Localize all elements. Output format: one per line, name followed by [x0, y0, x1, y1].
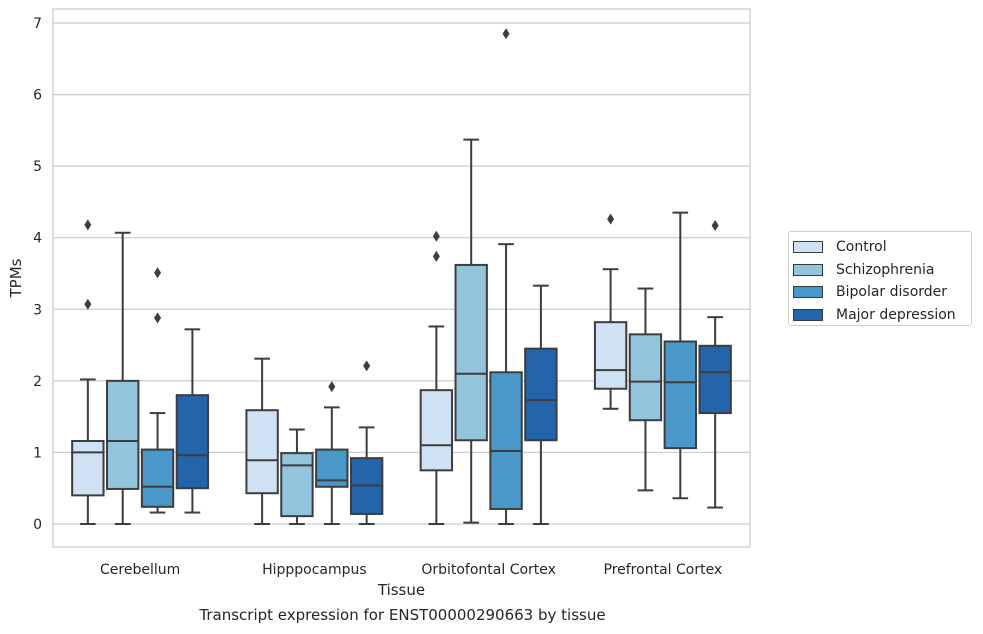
y-tick-label: 6: [33, 88, 42, 104]
x-tick-label: Orbitofontal Cortex: [421, 562, 556, 578]
y-tick-labels: 0 1 2 3 4 5 6 7: [33, 16, 42, 533]
box-1-0: [106, 231, 140, 525]
box-iqr: [698, 344, 732, 415]
box-iqr: [454, 263, 488, 442]
box-iqr: [140, 448, 175, 508]
box-iqr: [628, 333, 663, 422]
box-iqr: [419, 389, 454, 472]
box-0-2: [419, 230, 454, 525]
x-tick-label: Prefrontal Cortex: [604, 562, 723, 578]
box-1-2: [454, 138, 488, 524]
legend-item: Control: [793, 236, 971, 259]
box-3-1: [349, 360, 384, 525]
box-3-3: [698, 220, 732, 509]
outlier-point: [328, 381, 336, 393]
box-iqr: [663, 340, 697, 450]
box-iqr: [106, 379, 140, 490]
outlier-point: [363, 360, 371, 372]
legend-swatch: [793, 263, 823, 276]
box-iqr: [489, 371, 523, 510]
outlier-point: [84, 219, 92, 231]
box-3-2: [524, 284, 558, 525]
box-0-3: [593, 213, 628, 410]
box-iqr: [245, 409, 279, 495]
box-iqr: [524, 347, 558, 442]
legend-label: Bipolar disorder: [836, 284, 948, 301]
y-tick-label: 4: [33, 231, 42, 247]
y-tick-label: 7: [33, 16, 42, 32]
plot-frame: [52, 8, 751, 548]
y-tick-label: 2: [33, 374, 42, 390]
box-0-0: [71, 219, 105, 525]
legend-swatch: [793, 308, 823, 321]
x-tick-labels: Cerebellum Hipppocampus Orbitofontal Corte…: [100, 562, 722, 578]
legend-label: Schizophrenia: [836, 261, 935, 278]
outlier-point: [432, 250, 440, 262]
legend-item: Major depression: [793, 304, 971, 327]
y-axis-label: TPMs: [7, 258, 25, 298]
legend-swatch: [793, 241, 823, 254]
legend-label: Control: [836, 239, 887, 256]
y-tick-label: 3: [33, 302, 42, 318]
box-2-1: [315, 381, 349, 525]
box-0-1: [245, 357, 279, 525]
legend-item: Bipolar disorder: [793, 281, 971, 304]
outlier-point: [154, 267, 162, 279]
box-iqr: [175, 394, 210, 490]
box-2-3: [663, 211, 697, 500]
outlier-point: [432, 230, 440, 242]
y-tick-label: 5: [33, 159, 42, 175]
outlier-point: [502, 28, 510, 40]
x-tick-label: Cerebellum: [100, 562, 180, 578]
box-2-2: [489, 28, 523, 525]
outlier-point: [84, 298, 92, 310]
legend: Control Schizophrenia Bipolar disorder Majo…: [788, 231, 972, 326]
chart-caption: Transcript expression for ENST0000029066…: [199, 606, 606, 624]
box-1-3: [628, 287, 663, 492]
box-2-0: [140, 267, 175, 514]
x-axis-label: Tissue: [377, 581, 425, 599]
outlier-point: [607, 213, 615, 225]
legend-swatch: [793, 286, 823, 299]
box-iqr: [593, 321, 628, 390]
x-tick-label: Hipppocampus: [262, 562, 367, 578]
legend-label: Major depression: [836, 306, 956, 323]
outlier-point: [154, 312, 162, 324]
outlier-point: [711, 220, 719, 232]
box-1-1: [280, 428, 314, 525]
legend-item: Schizophrenia: [793, 259, 971, 282]
y-tick-label: 0: [33, 517, 42, 533]
box-plot-area: [71, 28, 732, 525]
box-iqr: [280, 452, 314, 518]
box-iqr: [71, 439, 105, 497]
box-3-0: [175, 328, 210, 514]
y-tick-label: 1: [33, 445, 42, 461]
